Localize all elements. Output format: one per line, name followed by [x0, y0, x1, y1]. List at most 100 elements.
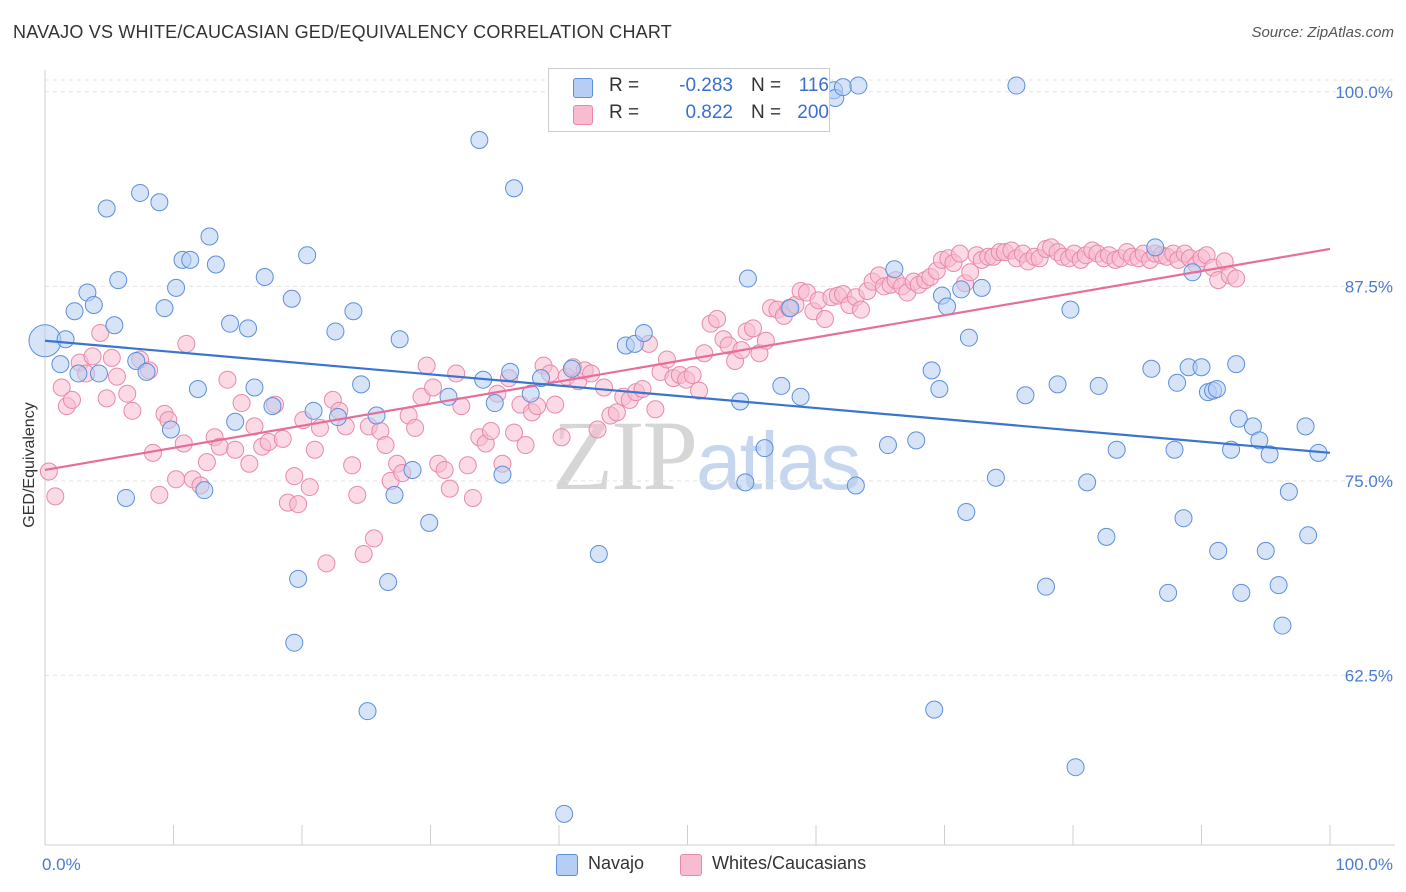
white-caucasian-point	[300, 478, 319, 497]
white-caucasian-point	[594, 378, 613, 397]
navajo-legend-swatch	[556, 854, 578, 876]
white-caucasian-point	[317, 554, 336, 573]
white-caucasian-point	[46, 487, 65, 506]
navajo-point	[1269, 576, 1288, 595]
white-caucasian-point	[97, 389, 116, 408]
navajo-point	[109, 271, 128, 290]
navajo-trend-line	[44, 339, 1331, 454]
navajo-point	[521, 384, 540, 403]
navajo-point	[589, 544, 608, 563]
white-caucasian-point	[102, 348, 121, 367]
white-caucasian-point	[52, 378, 71, 397]
navajo-point	[1016, 386, 1035, 405]
white-caucasian-point	[424, 378, 443, 397]
y-tick-label: 100.0%	[1335, 83, 1393, 102]
navajo-point	[181, 250, 200, 269]
navajo-point	[1061, 300, 1080, 319]
white-caucasian-point	[607, 403, 626, 422]
navajo-point	[1232, 583, 1251, 602]
white-caucasian-point	[240, 454, 259, 473]
white-caucasian-point	[177, 334, 196, 353]
navajo-point	[285, 633, 304, 652]
navajo-point	[1227, 355, 1246, 374]
navajo-point	[200, 227, 219, 246]
navajo-point	[907, 431, 926, 450]
navajo-point	[791, 387, 810, 406]
navajo-point	[470, 131, 489, 150]
trend-lines	[44, 247, 1331, 472]
white-caucasian-point	[305, 440, 324, 459]
navajo-point	[1007, 76, 1026, 95]
navajo-point	[1207, 380, 1226, 399]
navajo-point	[1037, 577, 1056, 596]
navajo-point	[69, 364, 88, 383]
navajo-point	[1165, 440, 1184, 459]
navajo-point	[1168, 373, 1187, 392]
white-caucasian-point	[39, 462, 58, 481]
navajo-point	[385, 485, 404, 504]
navajo-point	[634, 324, 653, 343]
navajo-point	[532, 369, 551, 388]
navajo-point	[1192, 358, 1211, 377]
navajo-point	[206, 255, 225, 274]
navajo-point	[925, 700, 944, 719]
white-caucasian-point	[683, 366, 702, 385]
navajo-point	[439, 387, 458, 406]
navajo-point	[328, 408, 347, 427]
y-tick-label: 87.5%	[1345, 277, 1393, 296]
white-caucasian-point	[552, 428, 571, 447]
navajo-point	[562, 359, 581, 378]
white-caucasian-point	[273, 429, 292, 448]
chart-title: NAVAJO VS WHITE/CAUCASIAN GED/EQUIVALENC…	[13, 22, 672, 42]
navajo-point	[289, 569, 308, 588]
navajo-point	[1229, 409, 1248, 428]
white-caucasian-point	[364, 529, 383, 548]
navajo-point	[105, 316, 124, 335]
white-caucasian-point	[107, 367, 126, 386]
navajo-point	[959, 328, 978, 347]
white-caucasian-point	[406, 418, 425, 437]
navajo-point	[1146, 238, 1165, 257]
white-caucasian-point	[546, 395, 565, 414]
white-n-value: 200	[797, 102, 829, 123]
navajo-point	[1142, 359, 1161, 378]
navajo-point	[1256, 541, 1275, 560]
navajo-point	[922, 361, 941, 380]
navajo-point	[833, 78, 852, 97]
navajo-point	[930, 380, 949, 399]
white-caucasian-point	[218, 370, 237, 389]
white-swatch	[573, 105, 593, 125]
navajo-point	[161, 420, 180, 439]
r-label: R =	[609, 75, 640, 96]
navajo-point	[493, 465, 512, 484]
white-caucasian-point	[708, 309, 727, 328]
navajo-point	[878, 436, 897, 455]
navajo-point	[1066, 758, 1085, 777]
navajo-point	[239, 319, 258, 338]
navajo-point	[420, 513, 439, 532]
white-legend-label: Whites/Caucasians	[712, 853, 867, 873]
r-label: R =	[609, 102, 640, 123]
white-caucasian-points	[39, 238, 1246, 573]
white-caucasian-point	[950, 244, 969, 263]
navajo-point	[772, 376, 791, 395]
source-credit: Source: ZipAtlas.com	[1251, 24, 1394, 41]
white-caucasian-point	[505, 423, 524, 442]
navajo-point	[358, 702, 377, 721]
navajo-point	[344, 302, 363, 321]
navajo-point	[221, 314, 240, 333]
navajo-point	[1250, 431, 1269, 450]
watermark: ZIPatlas	[552, 398, 861, 513]
navajo-point	[1078, 473, 1097, 492]
white-caucasian-point	[118, 384, 137, 403]
white-caucasian-point	[167, 470, 186, 489]
navajo-point	[137, 362, 156, 381]
white-caucasian-point	[123, 401, 142, 420]
white-caucasian-point	[1227, 269, 1246, 288]
navajo-point	[885, 260, 904, 279]
y-tick-label: 62.5%	[1345, 666, 1393, 685]
n-label: N =	[751, 102, 782, 123]
white-caucasian-point	[232, 394, 251, 413]
navajo-swatch	[573, 78, 593, 98]
